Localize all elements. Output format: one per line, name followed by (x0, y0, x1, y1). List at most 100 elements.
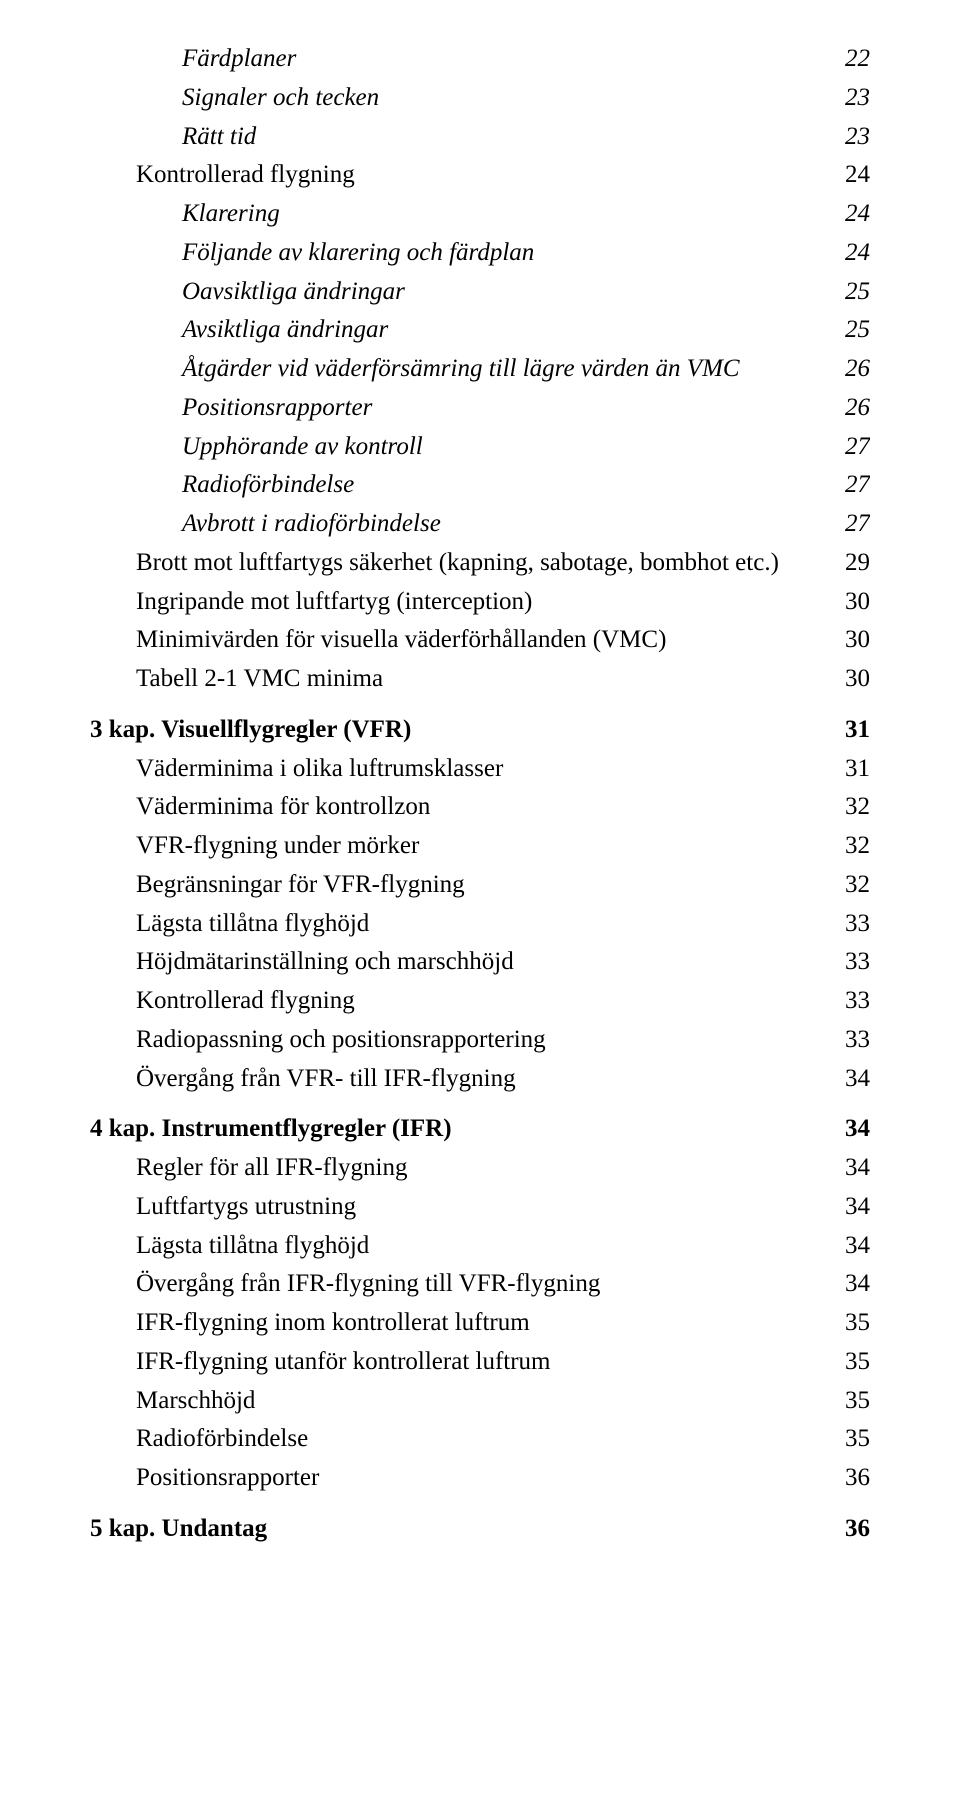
toc-entry: Minimivärden för visuella väderförhållan… (90, 621, 870, 660)
toc-entry: Väderminima i olika luftrumsklasser 31 (90, 750, 870, 789)
toc-entry-label: Brott mot luftfartygs säkerhet (kapning,… (136, 544, 779, 583)
toc-entry-page: 34 (845, 1227, 870, 1266)
table-of-contents: Färdplaner22Signaler och tecken23Rätt ti… (90, 40, 870, 1549)
toc-entry: Marschhöjd 35 (90, 1382, 870, 1421)
toc-entry-label: Övergång från IFR-flygning till VFR-flyg… (136, 1265, 600, 1304)
toc-entry-page: 34 (845, 1149, 870, 1188)
toc-entry-page: 36 (845, 1459, 870, 1498)
toc-entry-page: 24 (845, 156, 870, 195)
toc-entry: IFR-flygning inom kontrollerat luftrum 35 (90, 1304, 870, 1343)
toc-entry-page: 32 (845, 866, 870, 905)
toc-entry-label: Radioförbindelse (136, 1420, 308, 1459)
toc-entry-label: Väderminima i olika luftrumsklasser (136, 750, 503, 789)
toc-entry-label: VFR-flygning under mörker (136, 827, 419, 866)
toc-entry-label: 3 kap. Visuellflygregler (VFR) (90, 711, 411, 750)
toc-entry: 3 kap. Visuellflygregler (VFR)31 (90, 711, 870, 750)
toc-entry-label: Ingripande mot luftfartyg (interception) (136, 583, 532, 622)
toc-entry-label: Begränsningar för VFR-flygning (136, 866, 465, 905)
toc-entry-label: Positionsrapporter (182, 389, 372, 428)
toc-entry-label: Väderminima för kontrollzon (136, 788, 430, 827)
toc-entry-page: 36 (845, 1510, 870, 1549)
toc-entry-page: 25 (845, 273, 870, 312)
toc-entry-page: 32 (845, 827, 870, 866)
toc-entry: 5 kap. Undantag 36 (90, 1510, 870, 1549)
toc-entry-label: 4 kap. Instrumentflygregler (IFR) (90, 1110, 452, 1149)
toc-entry-page: 24 (845, 195, 870, 234)
toc-entry: Höjdmätarinställning och marschhöjd 33 (90, 943, 870, 982)
toc-entry: Tabell 2-1 VMC minima 30 (90, 660, 870, 699)
toc-entry-page: 31 (845, 750, 870, 789)
toc-entry: Radioförbindelse35 (90, 1420, 870, 1459)
toc-entry-label: Rätt tid (182, 118, 256, 157)
toc-entry-page: 23 (845, 118, 870, 157)
toc-entry-page: 30 (845, 660, 870, 699)
toc-entry-label: Åtgärder vid väderförsämring till lägre … (182, 350, 740, 389)
toc-entry: Färdplaner 22 (90, 40, 870, 79)
toc-entry-label: 5 kap. Undantag (90, 1510, 267, 1549)
toc-entry-label: Regler för all IFR-flygning (136, 1149, 407, 1188)
toc-entry-label: Övergång från VFR- till IFR-flygning (136, 1060, 516, 1099)
toc-entry: Kontrollerad flygning 33 (90, 982, 870, 1021)
toc-entry: Luftfartygs utrustning34 (90, 1188, 870, 1227)
toc-entry-label: Lägsta tillåtna flyghöjd (136, 905, 369, 944)
toc-entry: Rätt tid 23 (90, 118, 870, 157)
toc-entry-page: 34 (845, 1110, 870, 1149)
toc-entry-page: 34 (845, 1265, 870, 1304)
toc-entry-label: Luftfartygs utrustning (136, 1188, 356, 1227)
toc-entry: Brott mot luftfartygs säkerhet (kapning,… (90, 544, 870, 583)
toc-entry-label: Höjdmätarinställning och marschhöjd (136, 943, 514, 982)
toc-entry-label: Minimivärden för visuella väderförhållan… (136, 621, 666, 660)
toc-entry: Övergång från VFR- till IFR-flygning 34 (90, 1060, 870, 1099)
toc-entry-page: 33 (845, 1021, 870, 1060)
toc-entry-label: Upphörande av kontroll (182, 428, 423, 467)
toc-entry-label: Kontrollerad flygning (136, 156, 355, 195)
toc-entry-page: 30 (845, 621, 870, 660)
toc-entry-page: 33 (845, 943, 870, 982)
toc-entry-page: 24 (845, 234, 870, 273)
toc-entry: Signaler och tecken23 (90, 79, 870, 118)
toc-entry-label: Signaler och tecken (182, 79, 379, 118)
toc-entry: Avsiktliga ändringar 25 (90, 311, 870, 350)
toc-entry-page: 35 (845, 1382, 870, 1421)
toc-entry: Begränsningar för VFR-flygning 32 (90, 866, 870, 905)
toc-entry: VFR-flygning under mörker 32 (90, 827, 870, 866)
toc-entry: Oavsiktliga ändringar 25 (90, 273, 870, 312)
toc-entry: IFR-flygning utanför kontrollerat luftru… (90, 1343, 870, 1382)
toc-entry: Klarering 24 (90, 195, 870, 234)
toc-entry-page: 32 (845, 788, 870, 827)
toc-entry-label: Kontrollerad flygning (136, 982, 355, 1021)
toc-entry-page: 27 (845, 466, 870, 505)
toc-entry: 4 kap. Instrumentflygregler (IFR) 34 (90, 1110, 870, 1149)
toc-entry-page: 25 (845, 311, 870, 350)
toc-entry-label: Tabell 2-1 VMC minima (136, 660, 383, 699)
toc-entry-page: 27 (845, 505, 870, 544)
toc-entry-page: 29 (845, 544, 870, 583)
toc-entry-label: Avbrott i radioförbindelse (182, 505, 441, 544)
toc-entry: Positionsrapporter26 (90, 389, 870, 428)
toc-entry-label: IFR-flygning utanför kontrollerat luftru… (136, 1343, 551, 1382)
toc-entry-label: Avsiktliga ändringar (182, 311, 388, 350)
toc-entry: Radioförbindelse 27 (90, 466, 870, 505)
toc-entry-label: Klarering (182, 195, 280, 234)
toc-entry-page: 27 (845, 428, 870, 467)
toc-entry-label: Marschhöjd (136, 1382, 255, 1421)
toc-entry-page: 35 (845, 1304, 870, 1343)
toc-entry-label: Positionsrapporter (136, 1459, 319, 1498)
toc-entry-page: 33 (845, 982, 870, 1021)
toc-entry-label: IFR-flygning inom kontrollerat luftrum (136, 1304, 530, 1343)
toc-entry: Övergång från IFR-flygning till VFR-flyg… (90, 1265, 870, 1304)
toc-entry: Positionsrapporter 36 (90, 1459, 870, 1498)
toc-entry-page: 35 (845, 1343, 870, 1382)
toc-entry-label: Färdplaner (182, 40, 296, 79)
toc-entry: Kontrollerad flygning 24 (90, 156, 870, 195)
toc-entry-page: 26 (845, 350, 870, 389)
toc-entry-label: Oavsiktliga ändringar (182, 273, 405, 312)
toc-entry: Lägsta tillåtna flyghöjd33 (90, 905, 870, 944)
toc-entry-label: Radioförbindelse (182, 466, 354, 505)
toc-entry: Radiopassning och positionsrapportering3… (90, 1021, 870, 1060)
toc-entry-page: 34 (845, 1060, 870, 1099)
toc-entry: Följande av klarering och färdplan24 (90, 234, 870, 273)
toc-entry: Väderminima för kontrollzon 32 (90, 788, 870, 827)
toc-entry: Regler för all IFR-flygning 34 (90, 1149, 870, 1188)
toc-entry-page: 22 (845, 40, 870, 79)
